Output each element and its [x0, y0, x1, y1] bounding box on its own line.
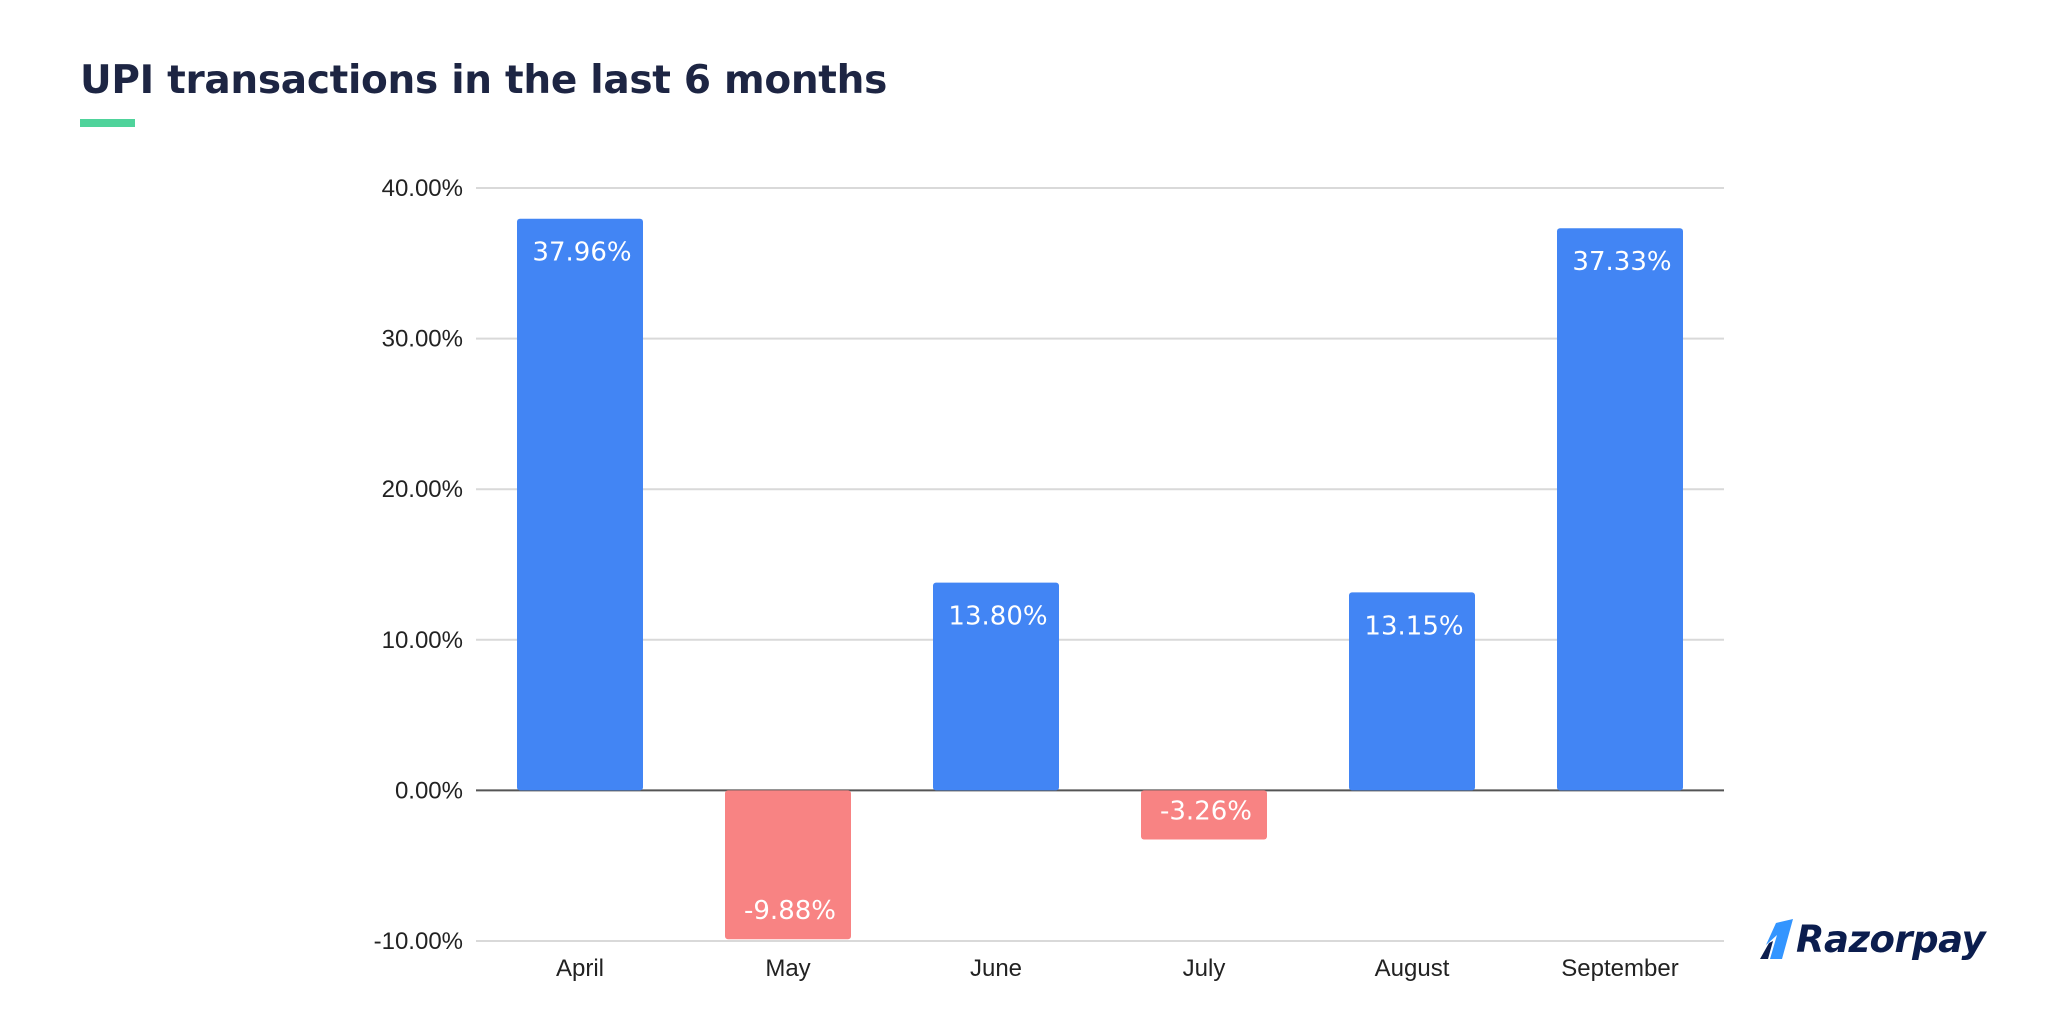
data-label-june: 13.80%	[948, 602, 1047, 632]
x-category-label: July	[1183, 955, 1226, 982]
bar-data-labels: 37.96% -9.88% 13.80% -3.26% 13.15% 37.33%	[532, 238, 1671, 926]
gridlines	[476, 187, 1724, 942]
bar-may	[725, 790, 851, 940]
x-category-label: May	[765, 955, 810, 982]
y-tick-label: 40.00%	[382, 175, 463, 202]
x-category-label: September	[1561, 955, 1678, 982]
bar-september	[1557, 228, 1683, 791]
data-label-august: 13.15%	[1364, 611, 1463, 641]
data-label-april: 37.96%	[532, 238, 631, 268]
title-accent-underline	[80, 119, 135, 127]
y-tick-label: -10.00%	[374, 928, 463, 955]
bars	[517, 218, 1683, 940]
bar-july	[1141, 790, 1267, 840]
data-label-may: -9.88%	[744, 896, 836, 926]
x-axis-category-labels: April May June July August September	[556, 955, 1679, 982]
data-label-september: 37.33%	[1572, 247, 1671, 277]
y-tick-label: 0.00%	[395, 777, 463, 804]
bar-june	[933, 582, 1059, 791]
data-label-july: -3.26%	[1160, 796, 1252, 826]
y-axis-tick-labels: 40.00% 30.00% 20.00% 10.00% 0.00% -10.00%	[374, 175, 463, 955]
x-category-label: June	[970, 955, 1022, 982]
razorpay-logo-mark-icon	[1760, 918, 1793, 959]
razorpay-logo: Razorpay	[1760, 918, 1986, 961]
y-tick-label: 20.00%	[382, 476, 463, 503]
y-tick-label: 10.00%	[382, 627, 463, 654]
bar-august	[1349, 592, 1475, 791]
bar-april	[517, 218, 643, 791]
chart-title: UPI transactions in the last 6 months	[80, 58, 888, 103]
razorpay-logo-text: Razorpay	[1796, 918, 1986, 961]
x-category-label: April	[556, 955, 604, 982]
x-category-label: August	[1375, 955, 1450, 982]
y-tick-label: 30.00%	[382, 326, 463, 353]
